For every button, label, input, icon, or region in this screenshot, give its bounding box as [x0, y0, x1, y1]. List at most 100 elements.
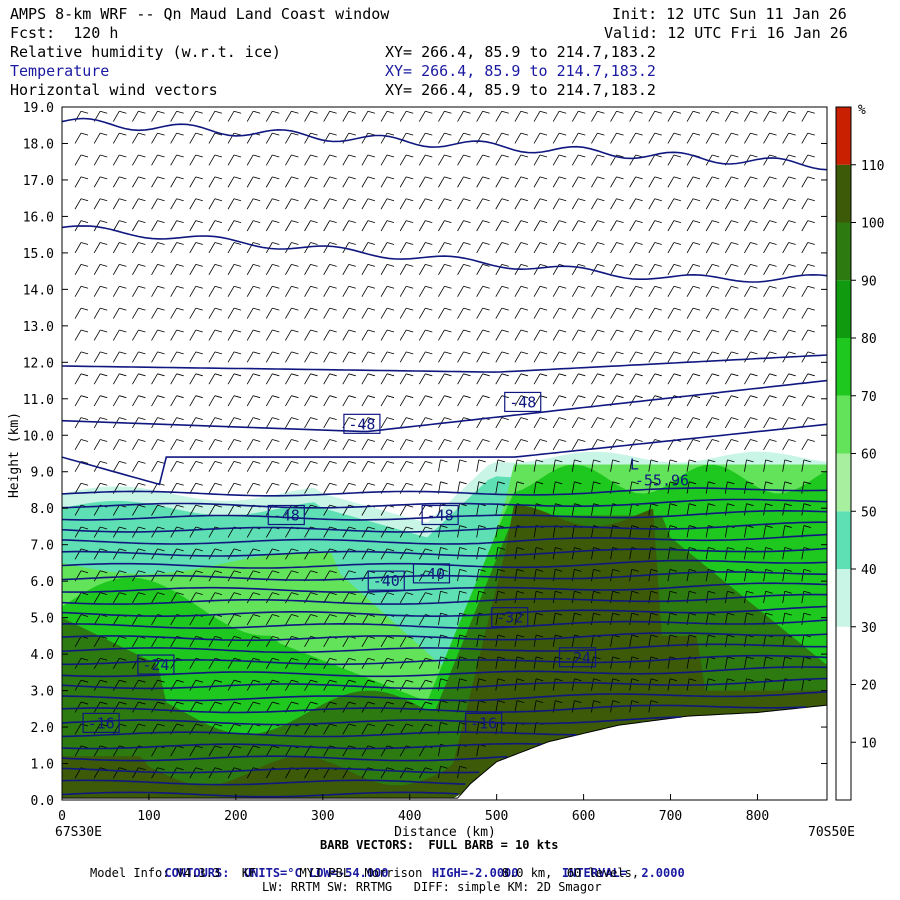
wind-barb-shaft	[189, 329, 197, 341]
wind-barb-shaft	[112, 395, 120, 407]
wind-barb-shaft	[285, 373, 292, 385]
wind-barb-shaft	[782, 110, 790, 122]
wind-barb-shaft	[399, 110, 407, 122]
wind-barb-flag	[765, 590, 773, 594]
wind-barb-flag	[80, 132, 89, 136]
wind-barb-flag	[803, 590, 811, 594]
wind-barb-flag	[712, 285, 720, 289]
wind-barb-flag	[214, 723, 223, 727]
wind-barb-shaft	[285, 679, 292, 691]
wind-barb-shaft	[112, 132, 120, 144]
wind-barb-shaft	[552, 395, 560, 407]
wind-barb-flag	[574, 656, 582, 660]
wind-barb-flag	[195, 504, 203, 508]
wind-barb-flag	[272, 701, 280, 705]
wind-barb-shaft	[361, 176, 369, 188]
wind-barb-shaft	[285, 286, 292, 297]
wind-barb-flag	[459, 481, 467, 485]
wind-barb-shaft	[514, 242, 522, 254]
wind-barb-flag	[291, 592, 299, 596]
wind-barb-flag	[425, 592, 433, 596]
wind-barb-flag	[539, 373, 548, 377]
wind-barb-flag	[539, 176, 548, 180]
wind-barb-flag	[497, 678, 505, 682]
wind-barb-shaft	[323, 614, 331, 626]
wind-barb-shaft	[304, 767, 311, 779]
wind-barb-flag	[100, 132, 108, 136]
wind-barb-shaft	[648, 242, 656, 254]
x-tick-label: 700	[659, 809, 682, 824]
wind-barb-flag	[195, 460, 203, 464]
wind-barb-flag	[233, 329, 242, 333]
wind-barb-flag	[788, 198, 796, 202]
wind-barb-shaft	[399, 701, 407, 713]
wind-barb-flag	[157, 504, 165, 508]
y-tick-label: 8.0	[31, 502, 54, 517]
wind-barb-shaft	[380, 351, 388, 363]
wind-barb-flag	[536, 547, 544, 550]
wind-barb-flag	[807, 132, 815, 136]
wind-barb-shaft	[189, 220, 197, 232]
wind-barb-shaft	[629, 634, 633, 647]
wind-barb-shaft	[342, 351, 350, 363]
wind-barb-shaft	[189, 176, 197, 188]
wind-barb-flag	[310, 285, 318, 289]
wind-barb-shaft	[304, 504, 311, 516]
wind-barb-flag	[100, 329, 108, 333]
wind-barb-shaft	[495, 176, 503, 188]
wind-barb-shaft	[285, 198, 292, 210]
wind-barb-flag	[482, 351, 490, 355]
wind-barb-flag	[516, 634, 525, 638]
wind-barb-flag	[616, 132, 624, 136]
wind-barb-flag	[631, 700, 639, 704]
wind-barb-flag	[367, 723, 376, 727]
wind-barb-shaft	[705, 373, 713, 385]
wind-barb-shaft	[208, 307, 216, 319]
wind-barb-flag	[138, 548, 146, 552]
wind-barb-flag	[520, 176, 529, 180]
wind-barb-shaft	[342, 307, 350, 319]
wind-barb-shaft	[476, 678, 480, 691]
wind-barb-shaft	[189, 745, 197, 757]
wind-barb-flag	[765, 503, 773, 507]
wind-barb-shaft	[170, 154, 178, 166]
wind-barb-shaft	[533, 198, 541, 210]
wind-barb-shaft	[380, 504, 388, 516]
wind-barb-flag	[329, 701, 337, 705]
wind-barb-flag	[233, 657, 242, 661]
wind-barb-shaft	[246, 504, 254, 516]
x-tick-label: 600	[572, 809, 595, 824]
isotherm-line	[62, 487, 827, 497]
wind-barb-flag	[536, 568, 544, 572]
wind-barb-shaft	[304, 461, 311, 472]
wind-barb-shaft	[323, 198, 331, 210]
wind-barb-shaft	[667, 525, 671, 538]
wind-barb-shaft	[763, 656, 767, 669]
wind-barb-flag	[253, 417, 261, 420]
wind-barb-flag	[310, 154, 318, 158]
wind-barb-flag	[692, 110, 701, 114]
wind-barb-shaft	[399, 307, 407, 319]
wind-barb-shaft	[112, 504, 120, 516]
wind-barb-shaft	[552, 613, 556, 625]
wind-barb-flag	[272, 242, 280, 245]
wind-barb-flag	[654, 264, 662, 267]
y-tick-label: 1.0	[31, 758, 54, 773]
wind-barb-shaft	[801, 351, 809, 363]
wind-barb-shaft	[132, 220, 139, 232]
wind-barb-shaft	[399, 220, 407, 232]
wind-barb-flag	[635, 242, 643, 245]
wind-barb-shaft	[227, 307, 235, 319]
wind-barb-flag	[80, 373, 89, 377]
wind-barb-flag	[712, 417, 720, 420]
wind-barb-shaft	[514, 569, 518, 582]
wind-barb-flag	[539, 242, 548, 245]
wind-barb-flag	[750, 176, 758, 180]
colorbar-label: 110	[861, 159, 884, 174]
wind-barb-flag	[650, 568, 658, 572]
wind-barb-flag	[119, 679, 127, 683]
wind-barb-shaft	[457, 656, 461, 669]
wind-barb-flag	[214, 395, 223, 399]
wind-barb-shaft	[342, 220, 350, 232]
wind-barb-shaft	[361, 307, 369, 319]
